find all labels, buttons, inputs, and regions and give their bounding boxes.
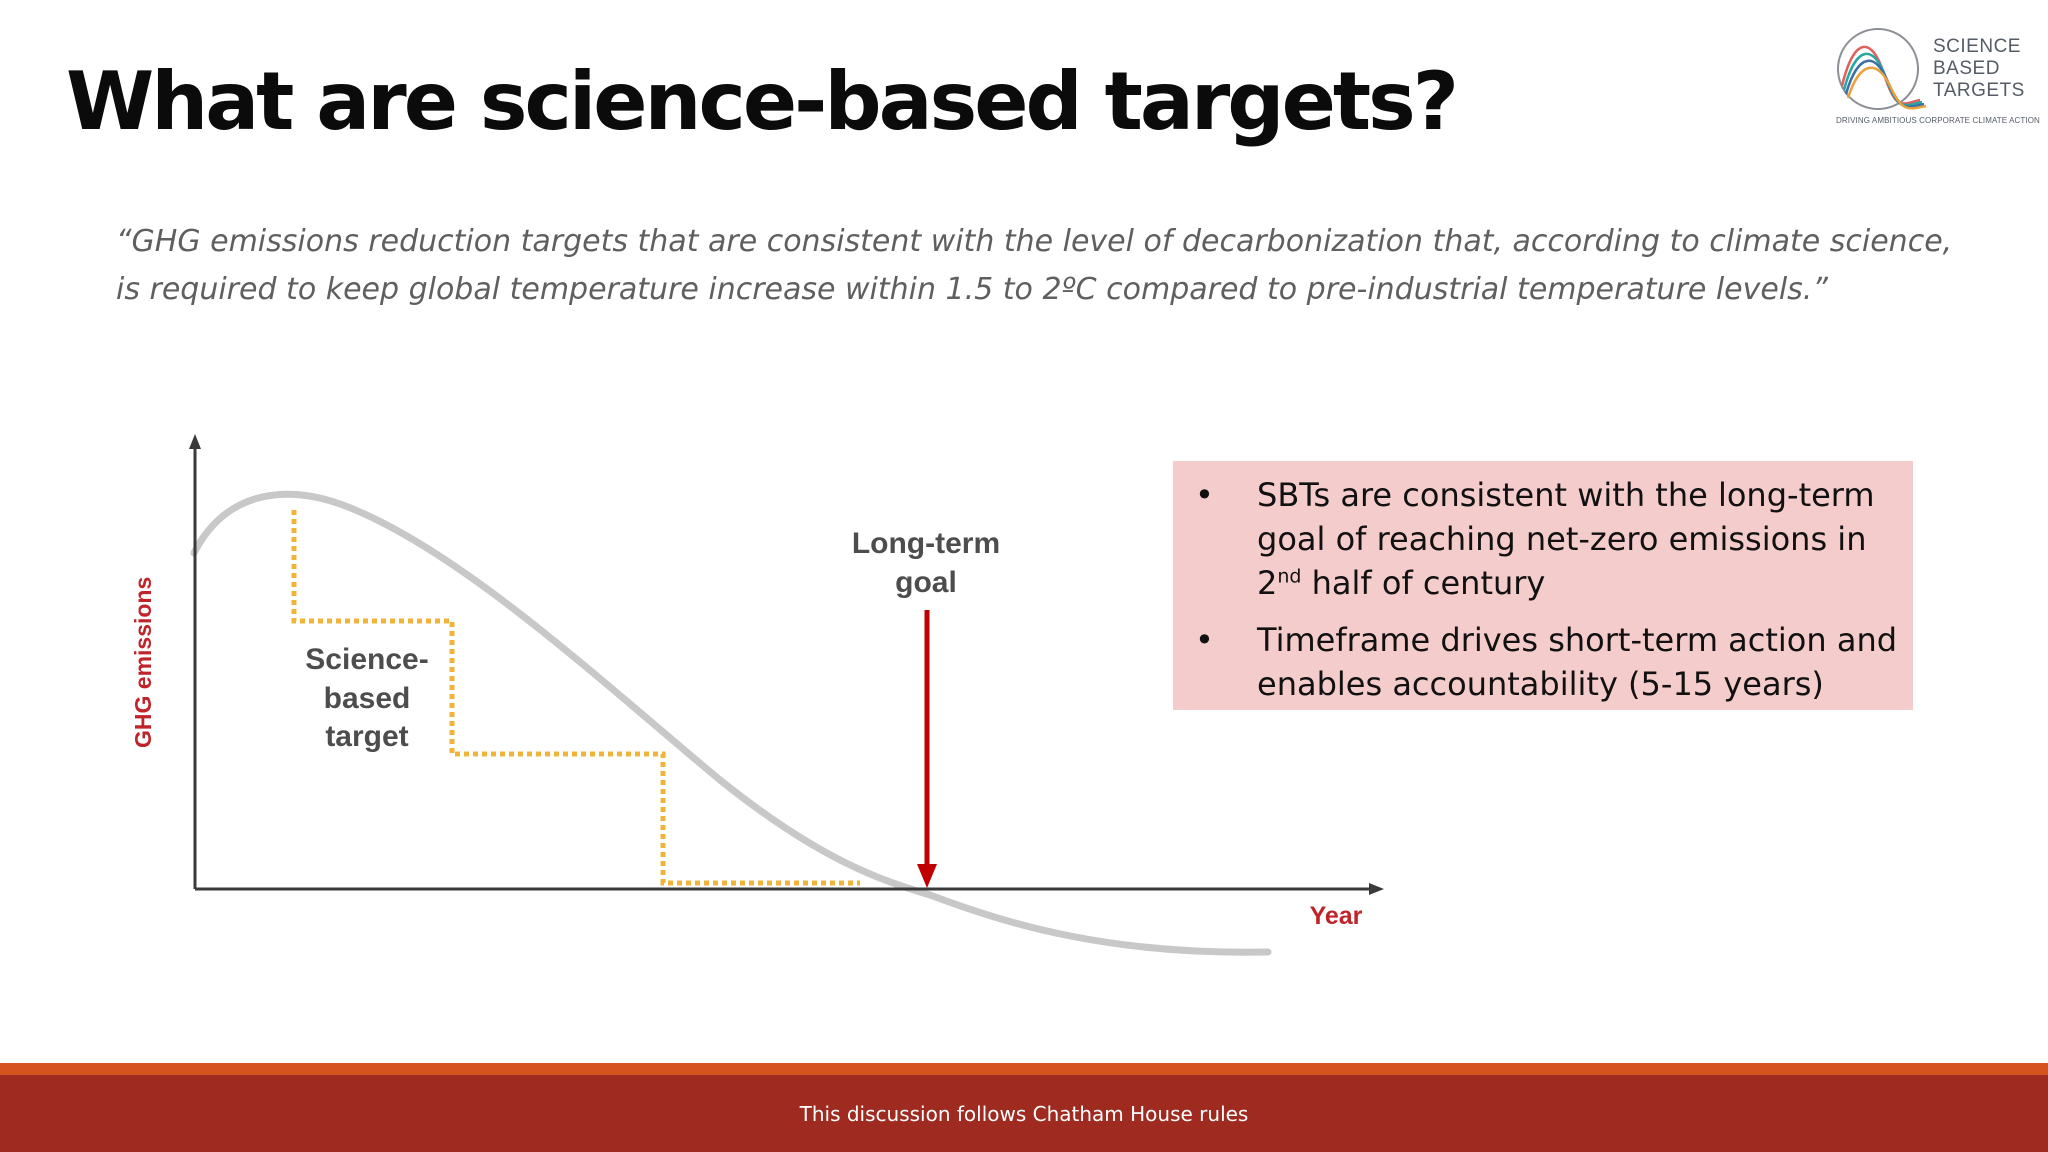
- logo-line-based: BASED: [1933, 58, 2000, 79]
- key-point-1-text-a: SBTs are consistent with the long-term g…: [1257, 476, 1875, 602]
- key-point-1-superscript: nd: [1277, 565, 1302, 588]
- key-points-box: • SBTs are consistent with the long-term …: [1173, 461, 1913, 710]
- logo-line-targets: TARGETS: [1933, 80, 2025, 101]
- key-points-list: • SBTs are consistent with the long-term …: [1185, 473, 1903, 706]
- bullet-icon: •: [1195, 621, 1214, 659]
- y-axis-label: GHG emissions: [130, 577, 156, 748]
- quote-line-1: “GHG emissions reduction targets that ar…: [116, 224, 1953, 259]
- quote-line-2: is required to keep global temperature i…: [116, 272, 1828, 307]
- key-point-timeframe: • Timeframe drives short-term action and …: [1185, 618, 1903, 706]
- x-axis-arrowhead: [1369, 883, 1384, 895]
- logo-line-science: SCIENCE: [1933, 36, 2021, 57]
- y-axis-arrowhead: [189, 434, 201, 449]
- goal-label-line-1: Long-term: [852, 527, 1000, 560]
- slide-title: What are science-based targets?: [66, 55, 1459, 148]
- logo-wordmark: SCIENCE BASED TARGETS: [1933, 36, 2025, 102]
- emissions-curve: [190, 490, 1272, 956]
- key-point-net-zero: • SBTs are consistent with the long-term …: [1185, 473, 1903, 605]
- key-point-1-text-b: half of century: [1301, 564, 1546, 602]
- footer-band: This discussion follows Chatham House ru…: [0, 1075, 2048, 1152]
- target-label-line-1: Science-: [305, 643, 428, 676]
- logo-tagline: DRIVING AMBITIOUS CORPORATE CLIMATE ACTI…: [1836, 116, 2040, 125]
- goal-arrow-head: [917, 864, 937, 888]
- goal-label-line-2: goal: [895, 566, 957, 599]
- target-label-line-3: target: [325, 720, 408, 753]
- bullet-icon: •: [1195, 476, 1214, 514]
- footer-text: This discussion follows Chatham House ru…: [799, 1101, 1249, 1126]
- footer-accent-stripe: [0, 1063, 2048, 1075]
- emissions-diagram: GHG emissions Year Science- based target…: [130, 434, 1384, 956]
- target-step-path: [291, 510, 860, 886]
- x-axis-label: Year: [1310, 902, 1363, 930]
- key-point-2-text: Timeframe drives short-term action and e…: [1257, 621, 1898, 703]
- target-label-line-2: based: [324, 682, 411, 715]
- definition-quote: “GHG emissions reduction targets that ar…: [116, 218, 2006, 314]
- science-based-targets-logo: [1837, 28, 1927, 110]
